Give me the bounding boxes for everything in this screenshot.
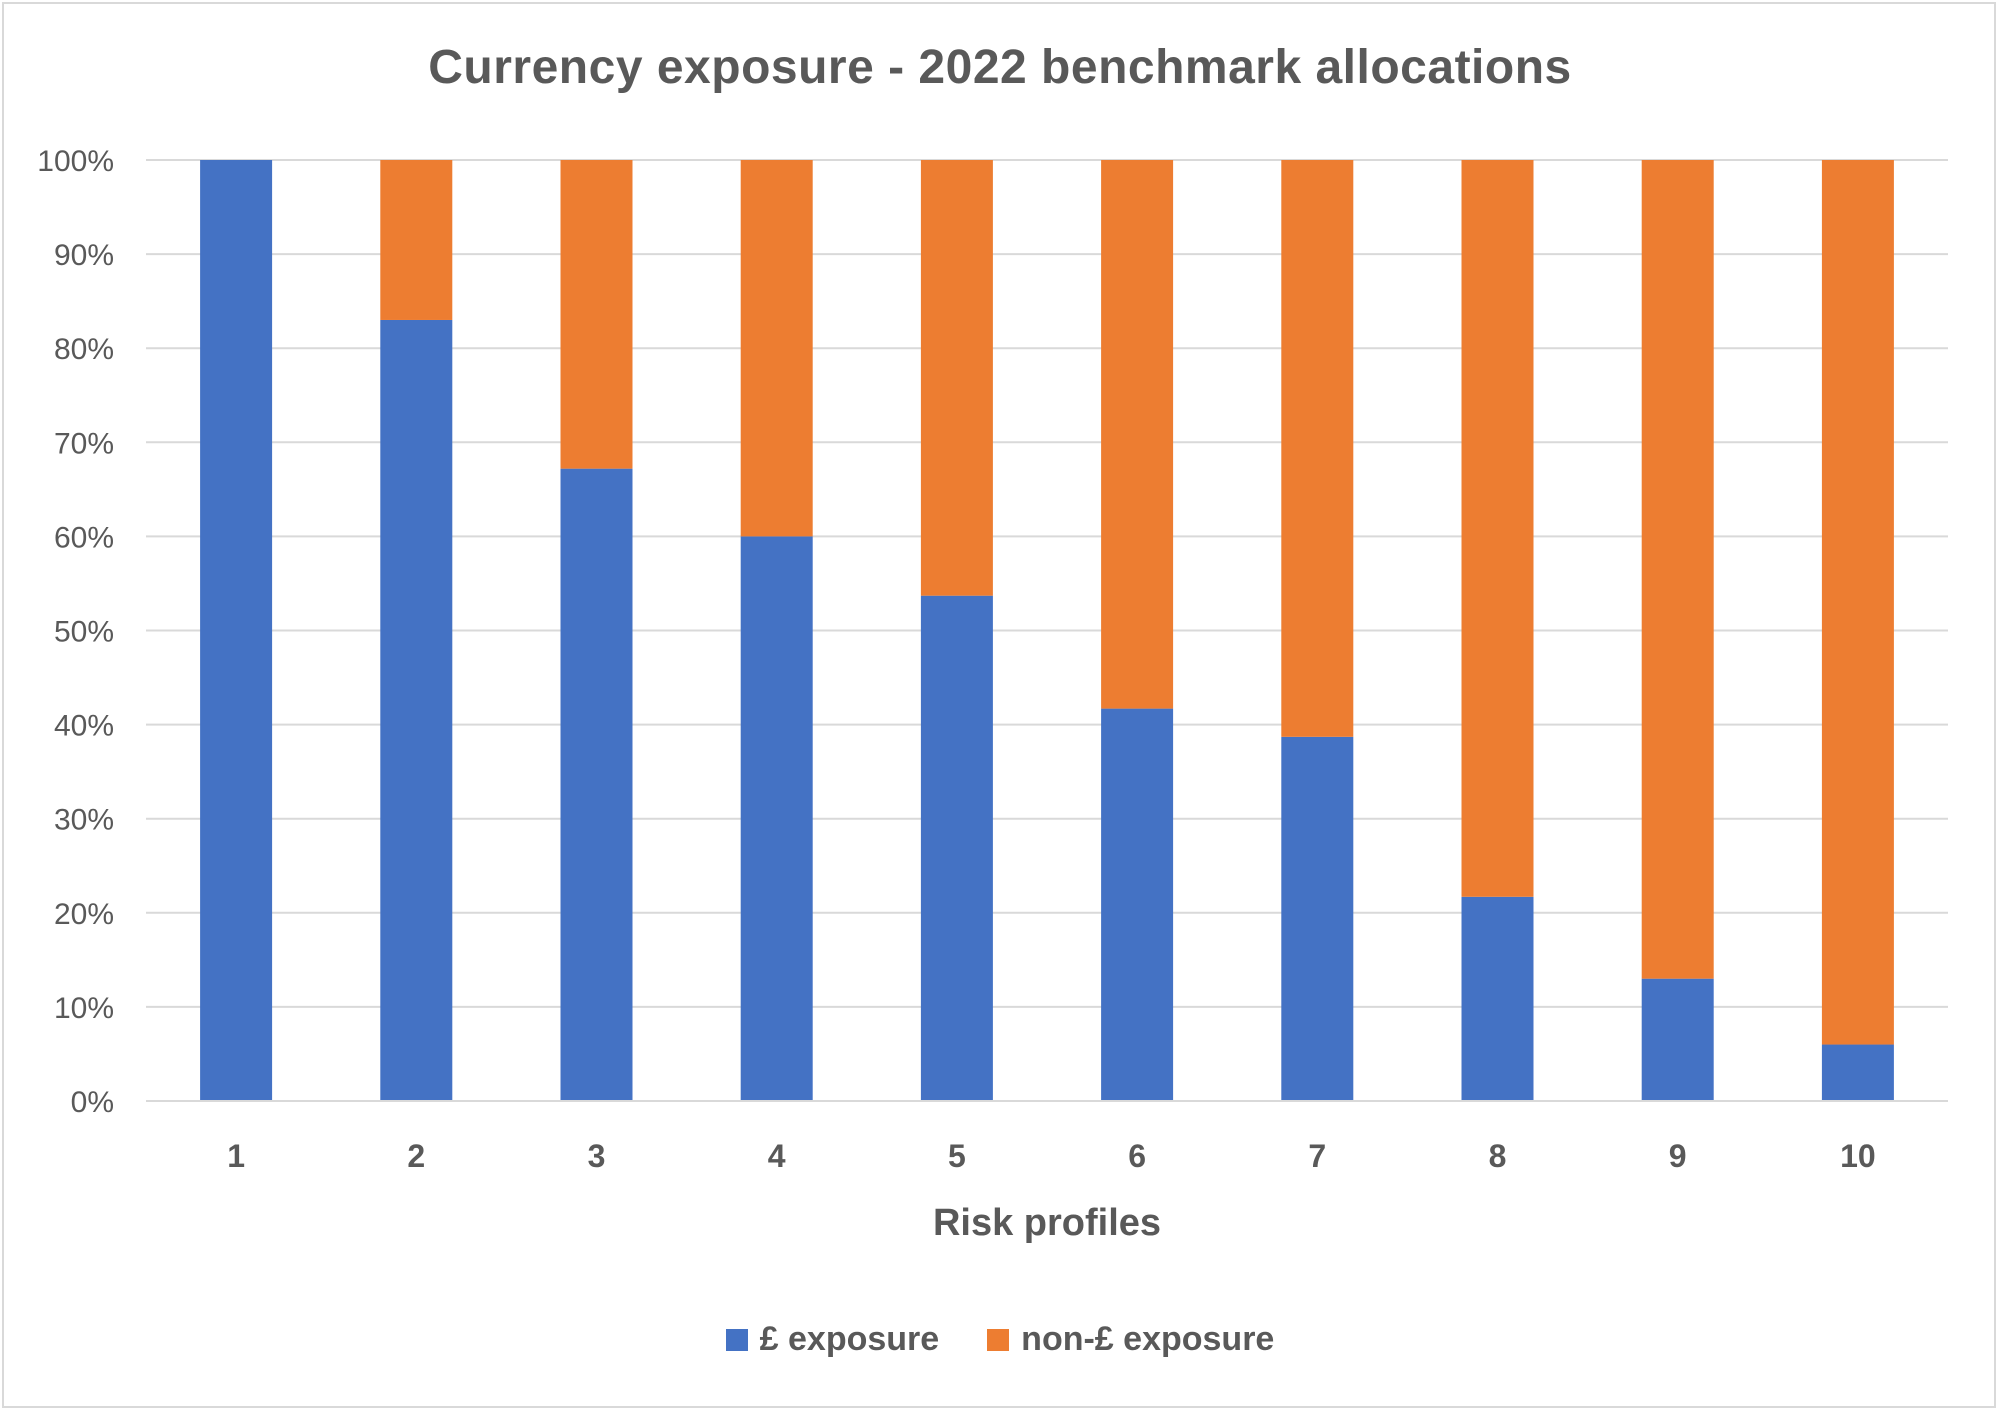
legend: £ exposure non-£ exposure: [0, 1320, 2000, 1359]
bar-non-gbp-exposure: [1461, 160, 1534, 897]
y-tick-label: 40%: [54, 710, 114, 743]
bar-non-gbp-exposure: [1641, 160, 1714, 979]
x-tick-label: 4: [768, 1138, 786, 1174]
y-tick-label: 20%: [54, 898, 114, 931]
x-tick-label: 8: [1489, 1138, 1507, 1174]
y-tick-label: 70%: [54, 427, 114, 460]
x-tick-label: 1: [227, 1138, 245, 1174]
x-tick-label: 3: [588, 1138, 606, 1174]
bar-gbp-exposure: [1101, 708, 1174, 1101]
bar-gbp-exposure: [1281, 736, 1354, 1101]
y-tick-label: 30%: [54, 804, 114, 837]
x-tick-label: 10: [1840, 1138, 1876, 1174]
bar-gbp-exposure: [200, 160, 273, 1101]
bar-non-gbp-exposure: [380, 160, 453, 320]
legend-item-non-gbp: non-£ exposure: [987, 1320, 1274, 1359]
x-tick-label: 7: [1308, 1138, 1326, 1174]
bar-gbp-exposure: [380, 319, 453, 1102]
y-tick-label: 60%: [54, 521, 114, 554]
bar-non-gbp-exposure: [1101, 160, 1174, 709]
bars: [200, 160, 1894, 1102]
bar-non-gbp-exposure: [920, 160, 993, 596]
bar-non-gbp-exposure: [1281, 160, 1354, 737]
x-tick-label: 2: [407, 1138, 425, 1174]
y-axis-ticks: 0% 10% 20% 30% 40% 50% 60% 70% 80% 90% 100%: [37, 145, 114, 1119]
y-tick-label: 100%: [37, 145, 114, 178]
bar-gbp-exposure: [1641, 978, 1714, 1101]
y-tick-label: 0%: [71, 1086, 114, 1119]
x-axis-ticks: 1 2 3 4 5 6 7 8 9 10: [227, 1138, 1875, 1174]
legend-swatch-non-gbp: [987, 1328, 1010, 1351]
bar-gbp-exposure: [920, 595, 993, 1101]
y-tick-label: 10%: [54, 992, 114, 1025]
legend-label-gbp: £ exposure: [759, 1320, 940, 1358]
bar-gbp-exposure: [1461, 896, 1534, 1101]
chart-title: Currency exposure - 2022 benchmark alloc…: [428, 41, 1572, 94]
bar-gbp-exposure: [560, 468, 633, 1101]
y-tick-label: 80%: [54, 333, 114, 366]
x-tick-label: 9: [1669, 1138, 1687, 1174]
bar-non-gbp-exposure: [560, 160, 633, 469]
bar-non-gbp-exposure: [1821, 160, 1894, 1045]
x-tick-label: 6: [1128, 1138, 1146, 1174]
y-tick-label: 50%: [54, 616, 114, 649]
y-tick-label: 90%: [54, 239, 114, 272]
legend-swatch-gbp: [725, 1328, 748, 1351]
x-tick-label: 5: [948, 1138, 966, 1174]
bar-gbp-exposure: [740, 536, 813, 1101]
bar-gbp-exposure: [1821, 1044, 1894, 1101]
legend-item-gbp: £ exposure: [725, 1320, 940, 1359]
bar-non-gbp-exposure: [740, 160, 813, 537]
x-axis-title: Risk profiles: [933, 1202, 1161, 1244]
legend-label-non-gbp: non-£ exposure: [1021, 1320, 1275, 1358]
